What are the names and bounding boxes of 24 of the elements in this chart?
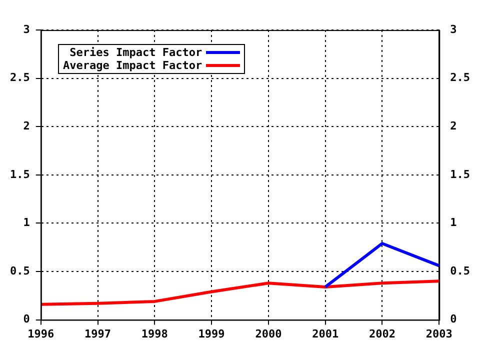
y2-tick-label: 2.5 (450, 71, 470, 84)
y-tick-label: 3 (23, 22, 30, 36)
y-tick-label: 2.5 (10, 71, 30, 84)
y2-tick-label: 0 (450, 312, 457, 326)
y2-tick-label: 2 (450, 119, 457, 132)
y2-tick-label: 3 (450, 22, 457, 36)
legend-label: Average Impact Factor (63, 59, 202, 72)
y-tick-label: 1 (23, 216, 30, 230)
y-tick-label: 0.5 (10, 264, 30, 278)
x-tick-label: 1999 (198, 327, 225, 340)
y-tick-label: 0 (23, 312, 30, 326)
y2-tick-label: 1 (450, 216, 458, 230)
x-tick-label: 2003 (426, 327, 452, 340)
y2-tick-label: 1.5 (450, 168, 470, 181)
x-tick-label: 1998 (141, 327, 168, 340)
y2-tick-label: 0.5 (450, 264, 470, 278)
y-tick-label: 1.5 (10, 168, 30, 181)
x-tick-label: 2001 (312, 327, 339, 340)
legend-label: Series Impact Factor (70, 46, 202, 59)
x-tick-label: 1997 (84, 327, 112, 340)
y-tick-label: 2 (23, 119, 30, 132)
x-tick-label: 2000 (255, 327, 282, 340)
x-tick-label: 2002 (368, 327, 396, 340)
x-tick-label: 1996 (28, 327, 54, 340)
